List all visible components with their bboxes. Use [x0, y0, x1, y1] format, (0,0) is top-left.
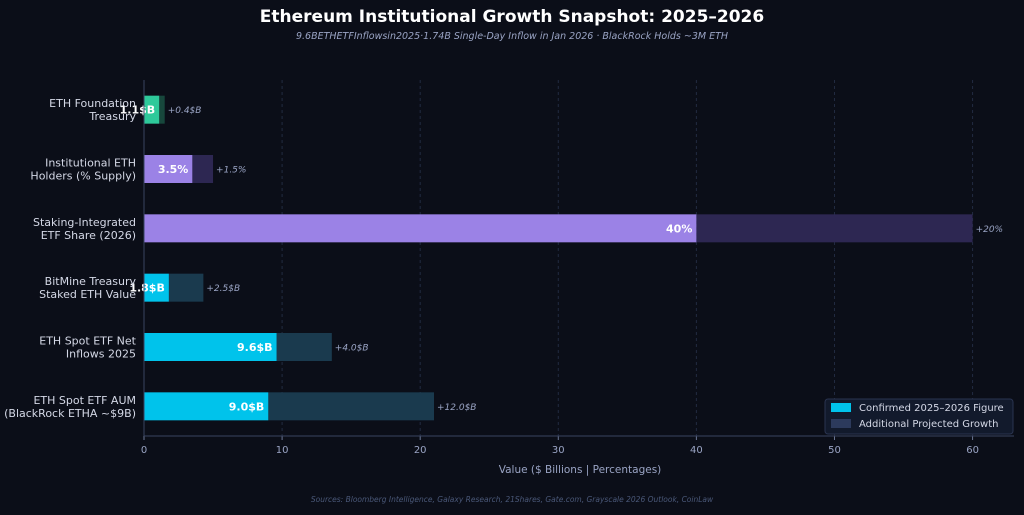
- growth-label: +1.5%: [216, 166, 246, 176]
- x-axis-label: Value ($ Billions | Percentages): [499, 464, 662, 476]
- growth-label: +4.0$B: [335, 344, 369, 354]
- y-category-label: Institutional ETH: [45, 157, 136, 170]
- projected-bar: [276, 333, 332, 361]
- source-note: Sources: Bloomberg Intelligence, Galaxy …: [311, 495, 714, 504]
- y-category-label: ETF Share (2026): [41, 229, 136, 242]
- chart-title: Ethereum Institutional Growth Snapshot: …: [260, 7, 764, 27]
- bars-group: 1.1$B +0.4$B 3.5% +1.5% 40% +20% 1.8$B +2.5$B 9.…: [120, 95, 1004, 421]
- x-tick-label: 10: [276, 445, 289, 456]
- projected-bar: [168, 273, 204, 302]
- growth-label: +12.0$B: [437, 403, 476, 413]
- confirmed-bar: [144, 273, 169, 302]
- grid-lines: [281, 80, 974, 436]
- value-label: 9.0$B: [229, 400, 265, 413]
- x-tick-label: 40: [690, 445, 703, 456]
- confirmed-bar: [144, 214, 697, 243]
- legend-label-confirmed: Confirmed 2025–2026 Figure: [859, 403, 1004, 414]
- y-category-label: ETH Spot ETF AUM: [33, 394, 136, 407]
- y-category-label: Holders (% Supply): [30, 170, 136, 183]
- legend: Confirmed 2025–2026 Figure Additional Pr…: [824, 398, 1014, 435]
- y-category-label: BitMine Treasury: [45, 275, 137, 288]
- legend-box: [824, 398, 1014, 435]
- y-category-label: Inflows 2025: [66, 348, 136, 361]
- legend-swatch-projected: [831, 419, 851, 428]
- legend-swatch-confirmed: [831, 403, 851, 412]
- growth-label: +20%: [976, 225, 1004, 235]
- value-label: 1.1$B: [120, 104, 156, 117]
- y-category-label: ETH Spot ETF Net: [39, 335, 136, 348]
- y-category-label: ETH Foundation: [49, 97, 136, 110]
- x-tick-label: 50: [828, 445, 841, 456]
- value-label: 1.8$B: [129, 282, 165, 295]
- confirmed-bar: [144, 392, 269, 421]
- y-category-label: Staking-Integrated: [33, 216, 136, 229]
- y-category-label: (BlackRock ETHA ~$9B): [4, 407, 136, 420]
- value-label: 9.6$B: [237, 341, 273, 354]
- x-tick-label: 30: [552, 445, 565, 456]
- confirmed-bar: [144, 333, 277, 361]
- y-category-label: Treasury: [88, 110, 136, 123]
- growth-label: +0.4$B: [168, 106, 202, 116]
- projected-bar: [268, 392, 434, 421]
- y-category-label: Staked ETH Value: [39, 288, 136, 301]
- confirmed-bar: [144, 95, 160, 124]
- legend-label-projected: Additional Projected Growth: [859, 419, 998, 430]
- x-tick-label: 20: [414, 445, 427, 456]
- value-label: 40%: [666, 222, 692, 235]
- projected-bar: [192, 155, 214, 183]
- x-tick-label: 0: [141, 445, 147, 456]
- projected-bar: [159, 95, 165, 124]
- x-axis: 0 10 20 30 40 50 60: [141, 80, 1014, 456]
- value-label: 3.5%: [158, 163, 189, 176]
- chart-subtitle: 9.6BETHETFInflowsin2025·1.74B Single-Day…: [296, 31, 728, 42]
- x-tick-label: 60: [966, 445, 979, 456]
- projected-bar: [696, 214, 973, 243]
- confirmed-bar: [144, 155, 193, 183]
- growth-label: +2.5$B: [206, 284, 240, 294]
